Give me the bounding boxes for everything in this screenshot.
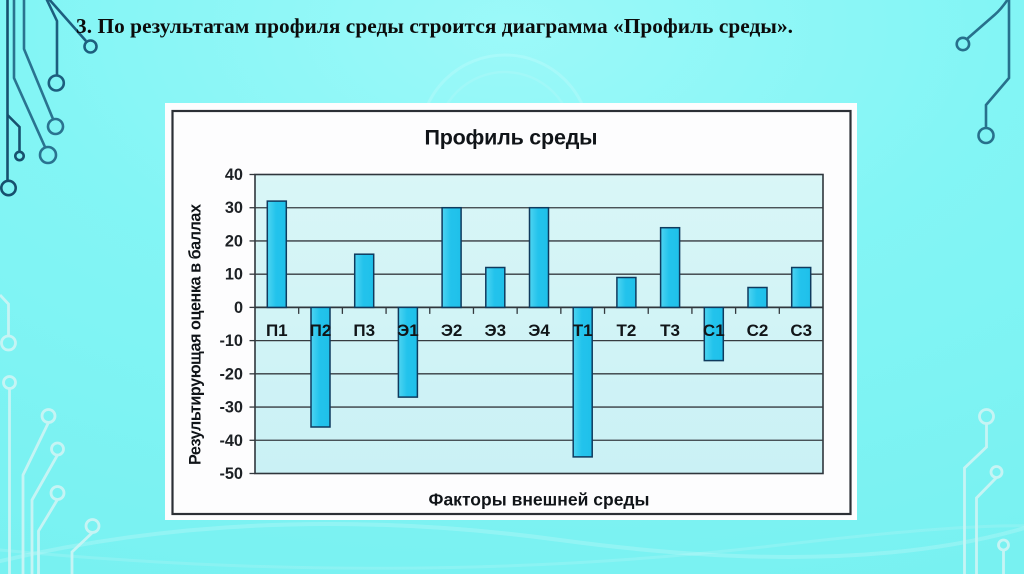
svg-text:Т2: Т2	[616, 321, 636, 340]
svg-text:Э4: Э4	[528, 321, 550, 340]
svg-text:40: 40	[225, 166, 243, 184]
svg-text:-10: -10	[219, 332, 243, 350]
svg-text:10: 10	[225, 266, 243, 284]
svg-text:Профиль среды: Профиль среды	[425, 126, 598, 150]
svg-text:С3: С3	[790, 321, 812, 340]
svg-text:Результирующая оценка в баллах: Результирующая оценка в баллах	[187, 204, 205, 465]
svg-text:-40: -40	[219, 432, 243, 450]
svg-text:Э3: Э3	[485, 321, 507, 340]
svg-text:-50: -50	[219, 465, 243, 483]
svg-text:0: 0	[234, 299, 243, 317]
svg-text:30: 30	[225, 199, 243, 217]
svg-text:П3: П3	[353, 321, 375, 340]
svg-text:П2: П2	[310, 321, 332, 340]
svg-text:Э1: Э1	[397, 321, 419, 340]
svg-text:3. По результатам профиля сред: 3. По результатам профиля среды строится…	[76, 14, 793, 38]
svg-text:-30: -30	[219, 399, 243, 417]
svg-text:П1: П1	[266, 321, 288, 340]
svg-text:Т3: Т3	[660, 321, 680, 340]
svg-text:С2: С2	[747, 321, 769, 340]
svg-text:-20: -20	[219, 365, 243, 383]
svg-text:20: 20	[225, 232, 243, 250]
svg-text:Факторы внешней среды: Факторы внешней среды	[429, 490, 650, 510]
svg-text:Т1: Т1	[573, 321, 593, 340]
svg-text:С1: С1	[703, 321, 725, 340]
svg-text:Э2: Э2	[441, 321, 463, 340]
